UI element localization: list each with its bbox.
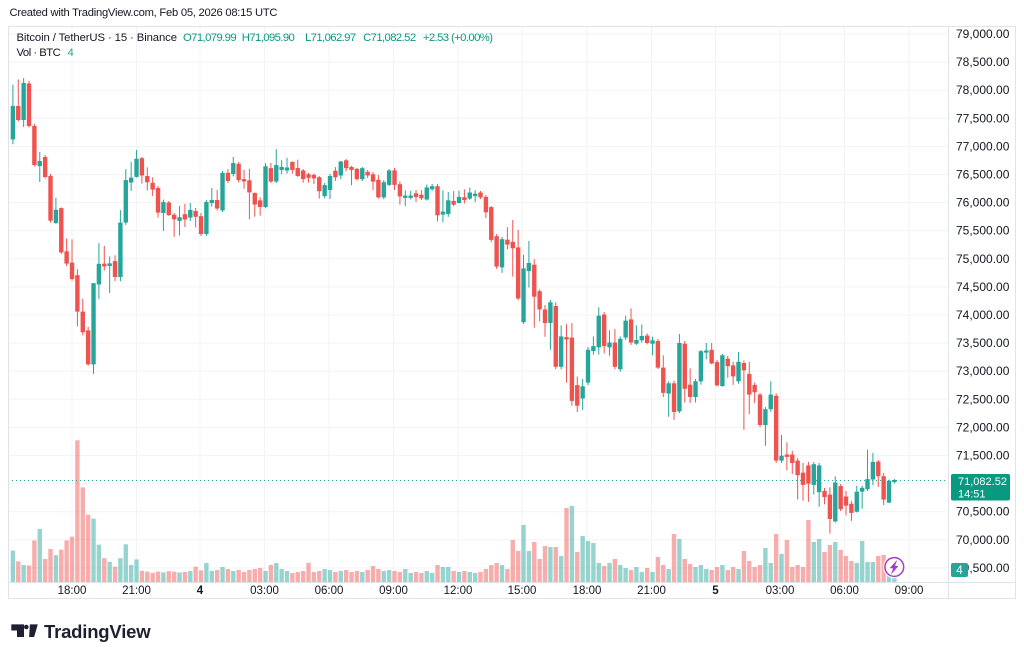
- svg-text:06:00: 06:00: [315, 585, 344, 597]
- svg-text:78,500.00: 78,500.00: [956, 55, 1010, 69]
- svg-text:18:00: 18:00: [573, 585, 602, 597]
- svg-text:73,000.00: 73,000.00: [956, 364, 1010, 378]
- svg-text:72,000.00: 72,000.00: [956, 420, 1010, 434]
- svg-text:06:00: 06:00: [830, 585, 859, 597]
- svg-text:77,000.00: 77,000.00: [956, 139, 1010, 153]
- svg-text:74,000.00: 74,000.00: [956, 308, 1010, 322]
- svg-text:4: 4: [197, 585, 204, 597]
- svg-text:09:00: 09:00: [379, 585, 408, 597]
- svg-text:70,500.00: 70,500.00: [956, 505, 1010, 519]
- svg-text:21:00: 21:00: [122, 585, 151, 597]
- svg-text:71,500.00: 71,500.00: [956, 449, 1010, 463]
- svg-text:71,082.52: 71,082.52: [958, 476, 1007, 488]
- svg-text:76,500.00: 76,500.00: [956, 168, 1010, 182]
- svg-text:09:00: 09:00: [895, 585, 924, 597]
- svg-text:75,500.00: 75,500.00: [956, 224, 1010, 238]
- svg-text:74,500.00: 74,500.00: [956, 280, 1010, 294]
- svg-text:4: 4: [956, 565, 963, 577]
- svg-text:77,500.00: 77,500.00: [956, 111, 1010, 125]
- svg-text:69,500.00: 69,500.00: [956, 561, 1010, 575]
- svg-text:78,000.00: 78,000.00: [956, 83, 1010, 97]
- svg-text:15:00: 15:00: [508, 585, 537, 597]
- svg-text:03:00: 03:00: [766, 585, 795, 597]
- svg-text:21:00: 21:00: [637, 585, 666, 597]
- svg-text:79,000.00: 79,000.00: [956, 27, 1010, 41]
- svg-text:75,000.00: 75,000.00: [956, 252, 1010, 266]
- svg-text:70,000.00: 70,000.00: [956, 533, 1010, 547]
- svg-text:12:00: 12:00: [444, 585, 473, 597]
- svg-text:14:51: 14:51: [958, 489, 986, 501]
- svg-text:5: 5: [712, 585, 719, 597]
- svg-text:73,500.00: 73,500.00: [956, 336, 1010, 350]
- svg-text:72,500.00: 72,500.00: [956, 392, 1010, 406]
- svg-text:76,000.00: 76,000.00: [956, 196, 1010, 210]
- svg-text:03:00: 03:00: [250, 585, 279, 597]
- svg-text:18:00: 18:00: [58, 585, 87, 597]
